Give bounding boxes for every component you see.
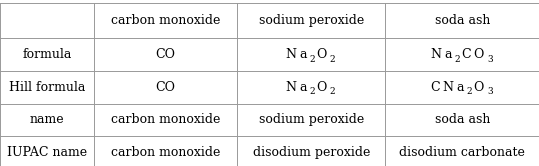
Text: 3: 3 [487, 87, 493, 96]
Text: IUPAC name: IUPAC name [7, 146, 87, 159]
Text: a: a [444, 48, 452, 61]
Text: N: N [285, 48, 296, 61]
Text: C: C [461, 48, 471, 61]
Text: a: a [457, 81, 464, 94]
Text: O: O [474, 81, 484, 94]
Text: 2: 2 [466, 87, 472, 96]
Text: 2: 2 [309, 87, 315, 96]
Text: 2: 2 [309, 55, 315, 64]
Text: name: name [30, 113, 65, 126]
Text: 2: 2 [454, 55, 460, 64]
Text: carbon monoxide: carbon monoxide [111, 113, 220, 126]
Text: CO: CO [156, 81, 176, 94]
Text: disodium peroxide: disodium peroxide [253, 146, 370, 159]
Text: disodium carbonate: disodium carbonate [399, 146, 525, 159]
Text: a: a [300, 48, 307, 61]
Text: formula: formula [23, 48, 72, 61]
Text: 2: 2 [330, 55, 335, 64]
Text: O: O [474, 48, 484, 61]
Text: CO: CO [156, 48, 176, 61]
Text: N: N [443, 81, 453, 94]
Text: C: C [430, 81, 440, 94]
Text: 3: 3 [487, 55, 493, 64]
Text: N: N [430, 48, 441, 61]
Text: a: a [300, 81, 307, 94]
Text: carbon monoxide: carbon monoxide [111, 14, 220, 27]
Text: sodium peroxide: sodium peroxide [259, 14, 364, 27]
Text: Hill formula: Hill formula [9, 81, 85, 94]
Text: soda ash: soda ash [434, 113, 490, 126]
Text: soda ash: soda ash [434, 14, 490, 27]
Text: 2: 2 [330, 87, 335, 96]
Text: O: O [316, 48, 327, 61]
Text: N: N [285, 81, 296, 94]
Text: carbon monoxide: carbon monoxide [111, 146, 220, 159]
Text: O: O [316, 81, 327, 94]
Text: sodium peroxide: sodium peroxide [259, 113, 364, 126]
